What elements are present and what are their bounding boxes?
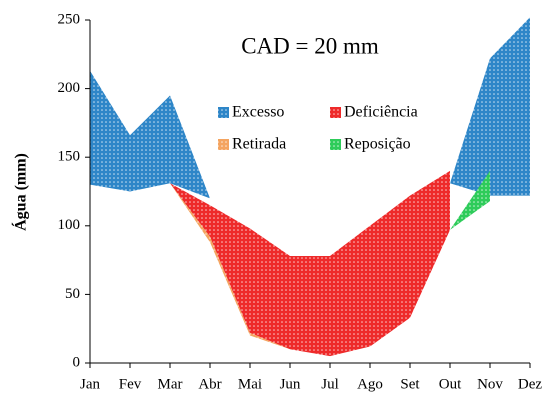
y-tick-label: 150 [58, 149, 81, 165]
x-tick-label: Jul [321, 376, 339, 392]
legend-label: Retirada [232, 136, 286, 153]
y-tick-label: 50 [65, 286, 80, 302]
y-tick-label: 100 [58, 217, 81, 233]
y-tick-label: 0 [73, 354, 81, 370]
y-tick-label: 250 [58, 11, 81, 27]
legend-label: Reposição [344, 136, 411, 153]
x-tick-label: Ago [357, 376, 383, 392]
legend-label: Excesso [232, 104, 284, 121]
annotation: CAD = 20 mm [241, 33, 379, 58]
plot-area [90, 17, 530, 357]
x-tick-label: Out [439, 376, 462, 392]
area-band [170, 170, 450, 357]
x-tick-label: Mar [158, 376, 183, 392]
x-tick-label: Abr [198, 376, 221, 392]
x-tick-label: Nov [477, 376, 503, 392]
x-tick-label: Fev [119, 376, 142, 392]
area-band [90, 70, 210, 199]
legend-label: Deficiência [344, 104, 418, 121]
y-tick-label: 200 [58, 80, 81, 96]
y-axis-label: Água (mm) [11, 153, 30, 231]
legend-swatch [330, 107, 341, 118]
legend-swatch [330, 139, 341, 150]
x-tick-label: Jun [280, 376, 301, 392]
x-tick-label: Dez [518, 376, 542, 392]
legend-swatch [218, 107, 229, 118]
area-band [450, 170, 490, 230]
area-band [170, 183, 290, 350]
x-tick-label: Jan [80, 376, 100, 392]
area-band [450, 17, 530, 196]
x-tick-label: Set [400, 376, 420, 392]
legend-swatch [218, 139, 229, 150]
x-tick-label: Mai [238, 376, 262, 392]
